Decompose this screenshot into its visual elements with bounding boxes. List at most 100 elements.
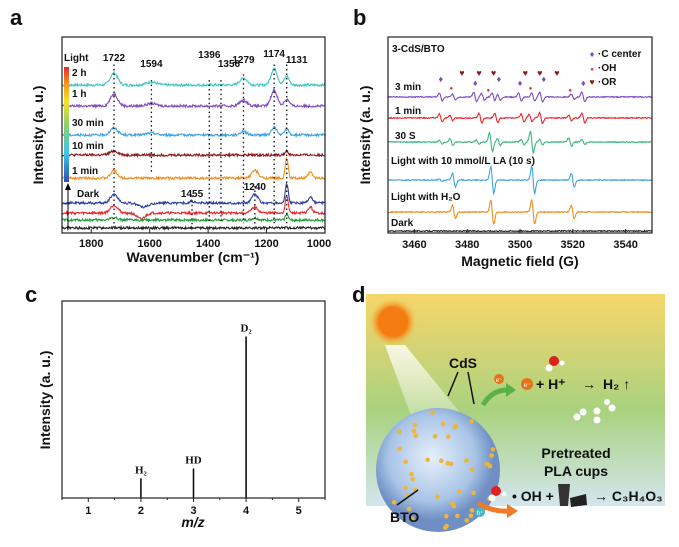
- legend-label: 2 h: [72, 68, 86, 79]
- spectrum-black: [61, 224, 326, 231]
- x-tick-label: 1600: [137, 238, 161, 250]
- dot-marker-icon: ●: [529, 86, 533, 92]
- diamond-marker-icon: ♦: [439, 74, 444, 84]
- peak-label: 1396: [198, 50, 221, 61]
- x-axis-title-a: Wavenumber (cm⁻¹): [127, 249, 260, 265]
- hole-transfer-arrow: [476, 500, 509, 514]
- x-axis-title-b: Magnetic field (G): [461, 253, 578, 269]
- cds-nanoparticle: [430, 410, 435, 415]
- water-molecule-icon: [545, 356, 565, 372]
- cds-nanoparticle: [456, 488, 462, 494]
- cds-nanoparticle: [468, 513, 474, 519]
- spectrum-10-min: [61, 148, 326, 159]
- cds-nanoparticle: [440, 421, 446, 427]
- panel-d: d CdS BTO e⁻ e⁻ + H⁺ → H₂ ↑: [352, 282, 665, 532]
- x-tick-label: 1400: [196, 238, 220, 250]
- cds-nanoparticle: [444, 523, 449, 529]
- legend-label: ·OR: [598, 77, 617, 88]
- cds-nanoparticle: [464, 518, 470, 523]
- cds-nanoparticle: [413, 433, 419, 438]
- panel-c: c H₂ HD D₂ 1 2 3 4 5 m/z Intensity (a. u.): [25, 282, 326, 530]
- cds-nanoparticle: [403, 485, 408, 491]
- trace-label: Light with 10 mmol/L LA (10 s): [391, 156, 535, 167]
- diamond-marker-icon: ♦: [473, 78, 478, 88]
- epr-trace: [388, 130, 653, 155]
- cds-nanoparticle: [438, 458, 444, 464]
- legend-label: Light: [64, 53, 89, 64]
- cds-nanoparticle: [489, 453, 494, 458]
- spectrum-red: [61, 195, 326, 220]
- cds-pointer-1: [447, 371, 459, 397]
- arrow-head-icon: [507, 504, 518, 518]
- bto-label: BTO: [390, 509, 419, 525]
- spectrum-Dark: [61, 182, 326, 209]
- cds-nanoparticle: [412, 422, 417, 428]
- heart-marker-icon: ♥: [537, 68, 542, 78]
- product-label: → C₃H₄O₃: [594, 488, 663, 504]
- oh-reaction: • OH +: [512, 488, 554, 504]
- cds-nanoparticle: [443, 513, 449, 519]
- peak-label: 1594: [140, 59, 163, 70]
- spectrum-1-min: [61, 156, 326, 182]
- peak-label: 1174: [263, 49, 285, 60]
- svg-text:e⁻: e⁻: [496, 378, 503, 384]
- legend-label: 30 min: [72, 118, 104, 129]
- sun-icon: [369, 298, 417, 346]
- sample-title: 3-CdS/BTO: [392, 44, 445, 55]
- cds-nanoparticle: [455, 513, 460, 519]
- heart-marker-icon: ♥: [491, 68, 496, 78]
- trace-label: Dark: [391, 218, 414, 229]
- plot-frame-c: [61, 300, 326, 499]
- y-axis-title-a: Intensity (a. u.): [30, 86, 46, 185]
- cds-nanoparticle: [403, 459, 408, 465]
- arrow-head-icon: [506, 383, 516, 397]
- trace-label: 1 min: [395, 106, 421, 117]
- cds-nanoparticle: [470, 467, 475, 472]
- peak-label: 1240: [244, 182, 267, 193]
- legend-label: ·C center: [598, 49, 641, 60]
- x-tick-label: 3540: [613, 239, 637, 251]
- cds-nanoparticle: [409, 471, 414, 477]
- x-axis-title-c: m/z: [181, 514, 204, 530]
- arrow-head-icon: [65, 183, 71, 190]
- plot-frame-a: [61, 36, 326, 234]
- legend-heart-icon: ♥: [589, 77, 594, 87]
- diamond-marker-icon: ♦: [581, 78, 586, 88]
- spectrum-2-h: [61, 67, 326, 88]
- h2-reaction-arrow: →: [582, 376, 596, 392]
- x-tick-label: 5: [296, 505, 302, 517]
- diamond-marker-icon: ♦: [497, 74, 502, 84]
- cds-pointer-2: [467, 371, 475, 405]
- trace-label: Light with H₂O: [391, 192, 461, 203]
- peak-label: D₂: [240, 322, 252, 334]
- cds-nanoparticle: [469, 419, 474, 424]
- legend-label: 10 min: [72, 141, 104, 152]
- h2-reaction-left: + H⁺: [536, 376, 566, 392]
- legend-label: 1 min: [72, 166, 98, 177]
- y-axis-title-b: Intensity (a. u.): [357, 86, 373, 185]
- cds-nanoparticle: [453, 423, 459, 429]
- hole-icon: h⁺: [475, 507, 485, 517]
- cds-nanoparticle: [490, 447, 496, 452]
- x-tick-label: 3500: [508, 239, 532, 251]
- cds-nanoparticle: [410, 476, 416, 482]
- cds-label: CdS: [449, 355, 477, 371]
- electron-transfer-arrow: [480, 387, 508, 407]
- spectrum-30-min: [61, 125, 326, 139]
- pla-cup-icon: [558, 484, 587, 507]
- peak-label: 1455: [181, 189, 204, 200]
- cds-nanoparticle: [471, 490, 476, 496]
- epr-trace: [387, 90, 653, 104]
- water-molecule-icon: [488, 486, 507, 502]
- cds-nanoparticle: [397, 446, 403, 452]
- cds-nanoparticle: [450, 500, 455, 506]
- x-tick-label: 2: [138, 505, 144, 517]
- cds-nanoparticle: [445, 460, 451, 466]
- plot-frame-b: [387, 36, 653, 234]
- h2-reaction-right: H₂ ↑: [603, 376, 630, 392]
- cds-nanoparticle: [396, 429, 402, 434]
- x-tick-label: 3520: [561, 239, 585, 251]
